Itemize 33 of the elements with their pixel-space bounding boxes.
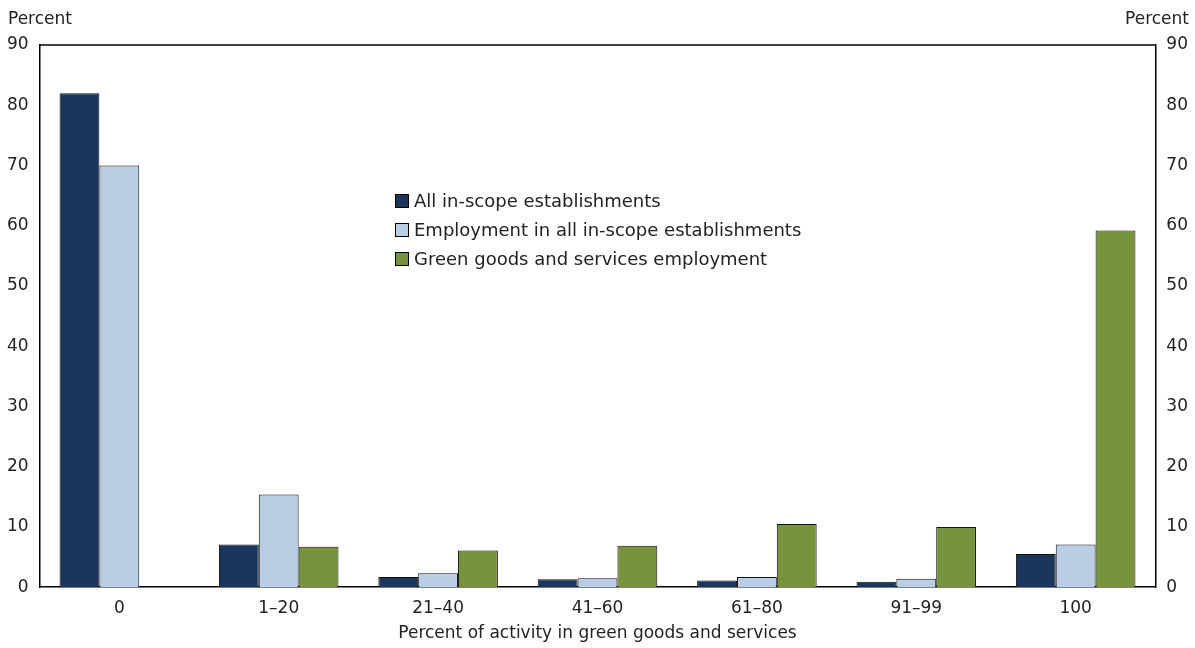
x-tick-label: 41–60 xyxy=(571,596,624,617)
x-tick-label: 61–80 xyxy=(731,596,783,617)
y2-tick-label: 50 xyxy=(1166,274,1189,295)
y2-tick-label: 70 xyxy=(1166,153,1189,174)
y-tick-label: 50 xyxy=(6,274,29,295)
y2-axis-title: Percent xyxy=(1125,8,1189,28)
y-tick-label: 20 xyxy=(6,455,29,476)
y2-tick-label: 80 xyxy=(1166,93,1189,114)
legend-label: Green goods and services employment xyxy=(414,248,768,269)
x-tick-label: 91–99 xyxy=(890,596,943,617)
legend-label: All in-scope establishments xyxy=(414,190,661,211)
y-tick-label: 80 xyxy=(6,93,29,114)
y-axis-title: Percent xyxy=(8,8,72,28)
y2-tick-label: 10 xyxy=(1166,515,1189,536)
y-tick-label: 40 xyxy=(6,334,29,355)
y-tick-label: 70 xyxy=(6,153,29,174)
y2-tick-label: 60 xyxy=(1166,214,1189,235)
x-tick-label: 0 xyxy=(113,596,125,617)
legend-label: Employment in all in-scope establishments xyxy=(414,219,802,240)
y-tick-label: 60 xyxy=(6,214,29,235)
y2-tick-label: 30 xyxy=(1166,394,1189,415)
x-tick-label: 1–20 xyxy=(258,596,300,617)
y2-tick-label: 40 xyxy=(1166,334,1189,355)
y2-tick-label: 90 xyxy=(1166,33,1189,54)
y-tick-label: 90 xyxy=(6,33,29,54)
y-tick-label: 30 xyxy=(6,394,29,415)
x-tick-label: 21–40 xyxy=(412,596,464,617)
y2-tick-label: 0 xyxy=(1166,575,1178,596)
x-axis-title: Percent of activity in green goods and services xyxy=(398,622,797,643)
y2-tick-label: 20 xyxy=(1166,455,1189,476)
x-tick-label: 100 xyxy=(1059,596,1092,617)
y-tick-label: 10 xyxy=(6,515,29,536)
y-tick-label: 0 xyxy=(17,575,29,596)
